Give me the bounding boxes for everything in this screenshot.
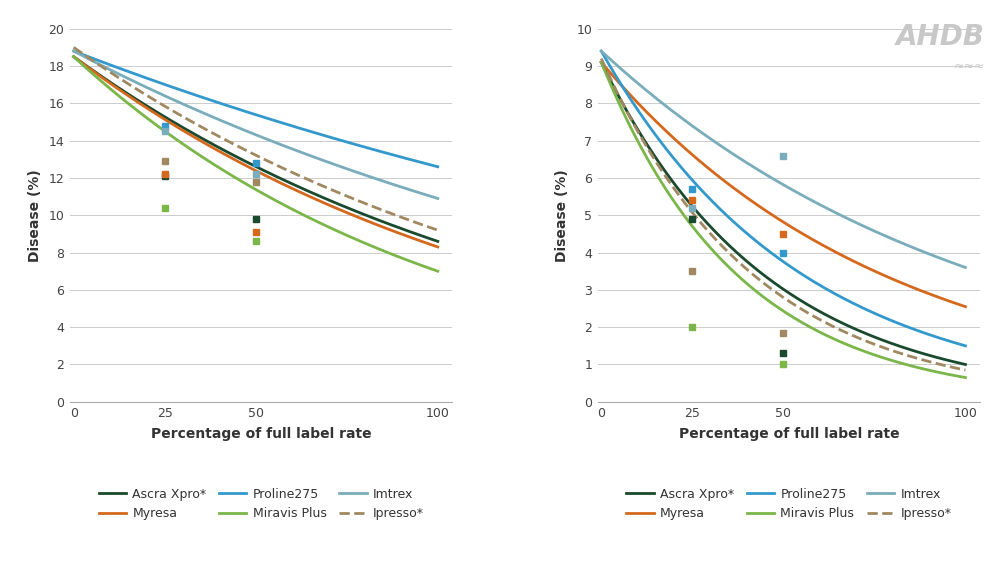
Y-axis label: Disease (%): Disease (%)	[555, 169, 569, 262]
Legend: Ascra Xpro*, Myresa, Proline275, Miravis Plus, Imtrex, Ipresso*: Ascra Xpro*, Myresa, Proline275, Miravis…	[94, 483, 429, 525]
Legend: Ascra Xpro*, Myresa, Proline275, Miravis Plus, Imtrex, Ipresso*: Ascra Xpro*, Myresa, Proline275, Miravis…	[621, 483, 956, 525]
Text: ≈≈≈: ≈≈≈	[954, 60, 985, 73]
X-axis label: Percentage of full label rate: Percentage of full label rate	[151, 427, 371, 441]
Y-axis label: Disease (%): Disease (%)	[28, 169, 42, 262]
Text: AHDB: AHDB	[896, 23, 985, 51]
X-axis label: Percentage of full label rate: Percentage of full label rate	[679, 427, 899, 441]
